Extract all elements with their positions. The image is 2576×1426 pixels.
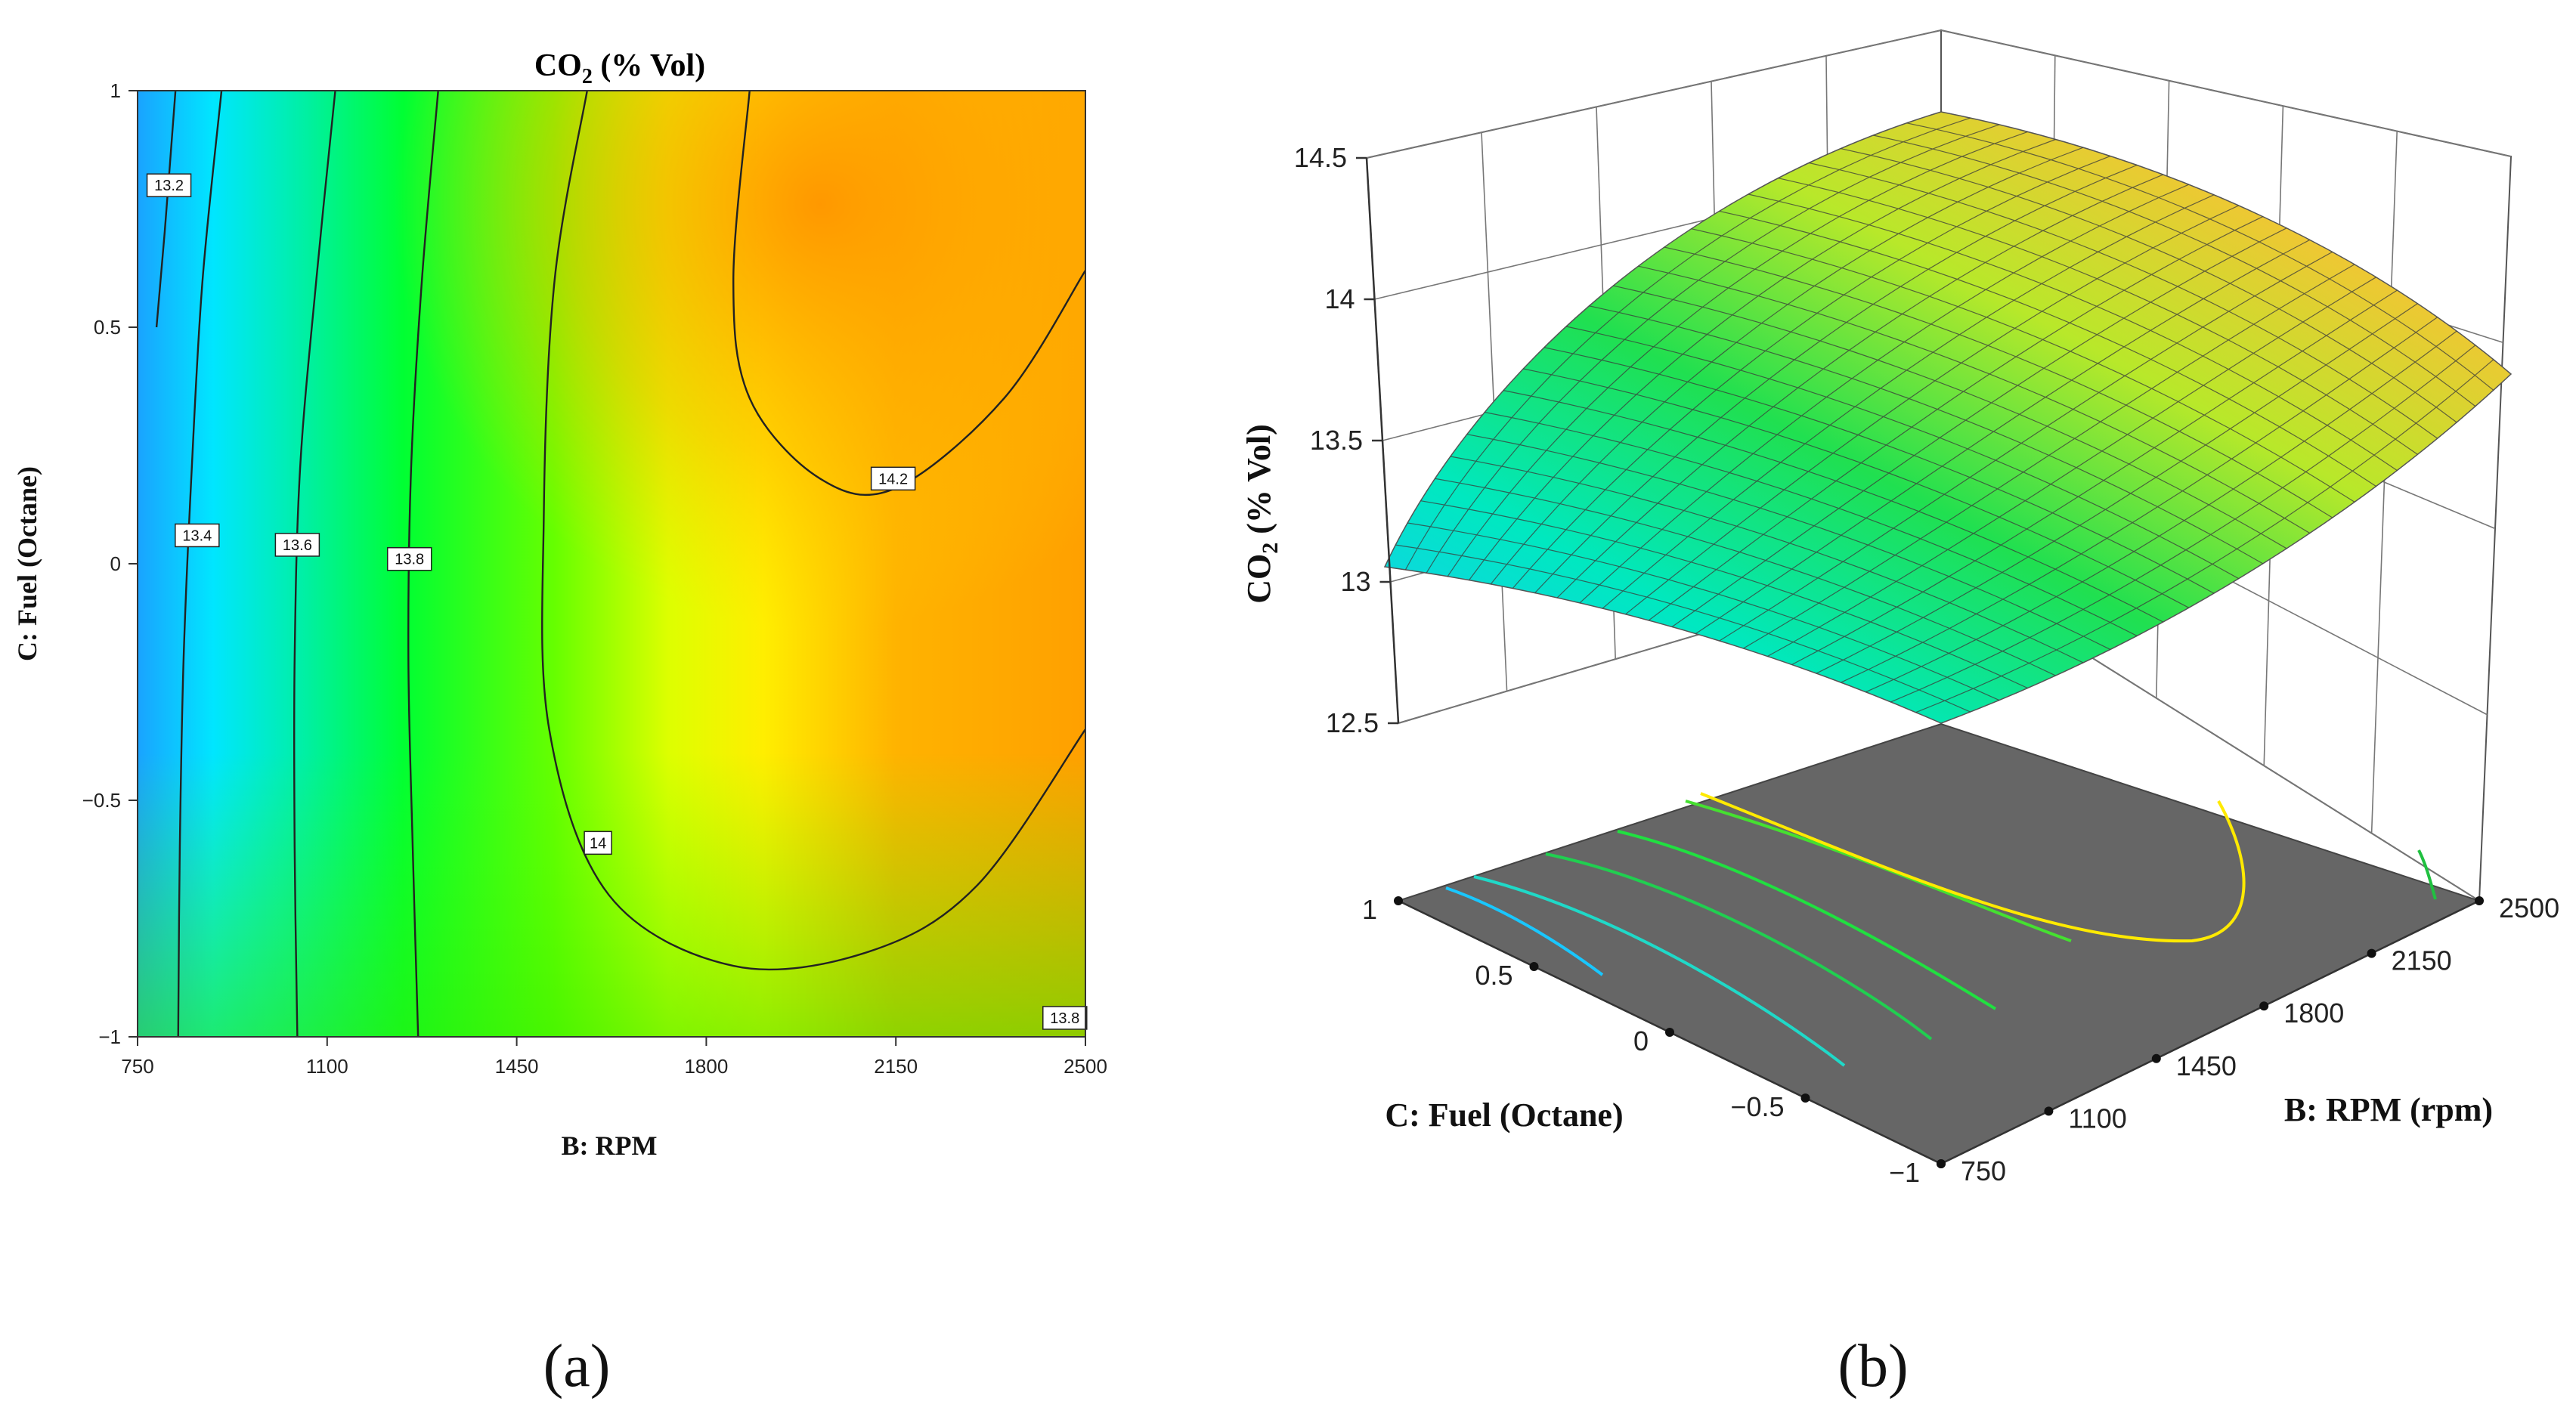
panel-label-a: (a) (543, 1333, 611, 1400)
contour-label: 14 (590, 835, 606, 852)
contour-y-tick-label: −0.5 (82, 789, 121, 812)
contour-label: 13.2 (154, 178, 184, 194)
contour-y-tick-label: −1 (98, 1025, 121, 1048)
contour-label: 13.8 (1050, 1010, 1079, 1027)
fuel-tick-label: −1 (1889, 1157, 1920, 1188)
surface-plot: 12.5 13 13.5 14 14.5 −1 −0.5 0 0.5 1 750 1100 1450 18… (1240, 29, 2559, 1188)
fuel-tick-label: 0 (1633, 1025, 1649, 1056)
wall-grid-line (1366, 29, 1942, 159)
rpm-tick-mark (2475, 896, 2484, 905)
z-axis-label-main: CO (1240, 554, 1277, 604)
fuel-tick-label: −0.5 (1730, 1091, 1784, 1122)
contour-y-tick-label: 1 (110, 79, 121, 102)
rpm-tick-label: 2150 (2392, 945, 2452, 976)
surface (1383, 111, 2513, 724)
rpm-axis-label: B: RPM (rpm) (2284, 1091, 2493, 1128)
surface-mesh-line (1840, 148, 2457, 423)
surface-mesh-line (1873, 135, 2476, 407)
contour-label: 13.8 (395, 552, 424, 568)
contour-line-14 (540, 91, 1085, 971)
contour-label-box (1042, 1006, 1088, 1030)
contour-line-13-6 (293, 91, 336, 1037)
contour-title-sub: 2 (582, 65, 593, 88)
contour-line-13-2 (155, 91, 177, 328)
contour-y-tick-label: 0 (110, 552, 121, 575)
contour-x-tick-label: 1450 (495, 1055, 539, 1078)
contour-line-14-2 (732, 91, 1085, 496)
contour-plot: 13.2 13.4 13.6 13.8 13.8 14 14.2 750 1100 1450 18… (12, 48, 1107, 1161)
rpm-tick-mark (2151, 1053, 2161, 1063)
rpm-tick-mark (2367, 948, 2376, 958)
contour-label-box (386, 546, 432, 571)
contour-label: 13.6 (283, 537, 312, 554)
fuel-tick-mark (1800, 1093, 1810, 1103)
rpm-tick-label: 1100 (2068, 1103, 2126, 1134)
rpm-tick-label: 1450 (2176, 1050, 2237, 1081)
z-axis-label-rest: (% Vol) (1240, 424, 1277, 542)
surface-mesh-line (1890, 345, 2476, 703)
contour-label-box (146, 173, 192, 197)
z-tick-label: 13 (1340, 566, 1370, 597)
rpm-tick-label: 2500 (2499, 892, 2559, 923)
rpm-tick-label: 1800 (2283, 998, 2344, 1029)
floor-contours (1445, 792, 2437, 1067)
fuel-tick-label: 1 (1362, 894, 1377, 925)
contour-x-tick-label: 2150 (874, 1055, 918, 1078)
contour-title-main: CO (534, 48, 582, 83)
contour-bottom-shade (138, 91, 1085, 1037)
wall-grid-line (1940, 29, 2512, 157)
contour-label: 14.2 (878, 471, 908, 487)
rpm-tick-label: 750 (1961, 1155, 2006, 1186)
contour-label-box (175, 523, 220, 548)
z-tick-label: 12.5 (1326, 707, 1379, 738)
fuel-axis-label: C: Fuel (Octane) (1385, 1097, 1623, 1134)
panel-label-b: (b) (1838, 1333, 1908, 1400)
z-axis-label: CO2 (% Vol) (1240, 424, 1283, 603)
contour-label-box (584, 831, 612, 855)
contour-y-tick-label: 0.5 (94, 316, 121, 339)
contour-label-box (870, 466, 916, 491)
contour-label: 13.4 (182, 527, 212, 544)
contour-x-tick-label: 1800 (684, 1055, 728, 1078)
z-tick-label: 13.5 (1310, 425, 1363, 456)
contour-x-axis-label: B: RPM (562, 1131, 658, 1161)
rpm-tick-mark (1937, 1159, 1946, 1168)
fuel-tick-mark (1529, 962, 1539, 971)
contour-x-tick-label: 2500 (1064, 1055, 1107, 1078)
contour-label-box (274, 533, 320, 557)
rpm-tick-mark (2044, 1106, 2054, 1116)
contour-x-tick-label: 1100 (306, 1055, 348, 1078)
contour-title-rest: (% Vol) (593, 48, 705, 83)
fuel-tick-label: 0.5 (1475, 960, 1512, 991)
surface-mesh-line (1809, 162, 2438, 439)
z-tick-label: 14.5 (1294, 142, 1347, 173)
fuel-tick-mark (1394, 896, 1403, 905)
contour-title: CO2 (% Vol) (534, 48, 705, 88)
surface-mesh-line (1865, 330, 2457, 693)
contour-line-13-4 (177, 91, 223, 1037)
fuel-tick-mark (1665, 1028, 1674, 1037)
z-axis-label-sub: 2 (1258, 543, 1283, 554)
z-tick-label: 14 (1324, 283, 1355, 314)
rpm-tick-mark (2259, 1001, 2269, 1011)
contour-x-tick-label: 750 (121, 1055, 153, 1078)
contour-y-axis-label: C: Fuel (Octane) (12, 466, 42, 661)
surface-mesh-line (1906, 122, 2494, 391)
surface-mesh-line (1915, 359, 2494, 713)
